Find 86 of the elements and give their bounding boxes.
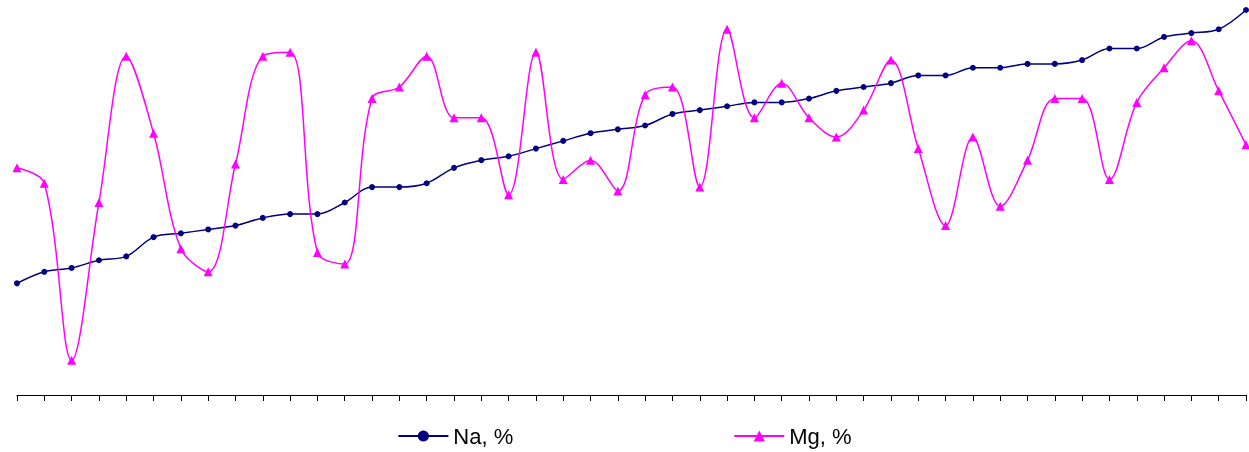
point	[532, 145, 539, 152]
legend-label: Na, %	[453, 423, 514, 449]
point	[969, 64, 976, 71]
point	[886, 55, 896, 65]
point	[12, 163, 22, 173]
point	[560, 137, 567, 144]
point	[340, 259, 350, 269]
point	[915, 72, 922, 79]
point	[1023, 155, 1033, 165]
point	[423, 180, 430, 187]
point	[41, 268, 48, 275]
point	[997, 64, 1004, 71]
point	[586, 155, 596, 165]
point	[669, 110, 676, 117]
point	[778, 99, 785, 106]
point	[941, 221, 951, 231]
point	[14, 280, 20, 287]
point	[478, 157, 485, 164]
legend-label: Mg, %	[789, 423, 852, 449]
point	[831, 132, 841, 142]
point	[176, 244, 186, 254]
point	[806, 95, 813, 102]
point	[1215, 26, 1222, 33]
point	[285, 47, 295, 57]
point	[205, 226, 212, 233]
point	[995, 201, 1005, 211]
point	[667, 82, 677, 92]
point	[1241, 140, 1249, 150]
point	[450, 164, 457, 171]
point	[587, 130, 594, 137]
point	[804, 113, 814, 123]
point	[258, 51, 268, 61]
point	[1051, 60, 1058, 67]
point	[504, 190, 514, 200]
point	[121, 51, 131, 61]
point	[396, 184, 403, 191]
point	[1188, 30, 1195, 37]
point	[1106, 45, 1113, 52]
point	[777, 78, 787, 88]
point	[696, 107, 703, 114]
point	[1104, 174, 1114, 184]
point	[287, 211, 294, 218]
point	[833, 87, 840, 94]
point	[422, 51, 432, 61]
point	[558, 174, 568, 184]
point	[1133, 45, 1140, 52]
point	[123, 253, 130, 260]
point	[695, 182, 705, 192]
point	[177, 230, 184, 237]
point	[505, 153, 512, 160]
point	[968, 132, 978, 142]
point	[640, 90, 650, 100]
point	[150, 234, 157, 241]
point	[531, 47, 541, 57]
point	[149, 128, 159, 138]
point	[1024, 60, 1031, 67]
point	[751, 99, 758, 106]
point	[230, 159, 240, 169]
point	[1243, 7, 1249, 13]
point	[39, 178, 49, 188]
point	[312, 248, 322, 258]
point	[1132, 97, 1142, 107]
point	[95, 257, 102, 264]
point	[1050, 94, 1060, 104]
point	[394, 82, 404, 92]
point	[369, 184, 376, 191]
point	[259, 214, 266, 221]
point	[942, 72, 949, 79]
point	[722, 24, 732, 34]
point	[94, 198, 104, 207]
point	[642, 122, 649, 129]
point	[1161, 33, 1168, 40]
point	[1159, 63, 1169, 73]
point	[1077, 94, 1087, 104]
point	[724, 103, 731, 110]
point	[67, 355, 77, 365]
point	[367, 94, 377, 104]
point	[859, 105, 869, 115]
point	[614, 126, 621, 133]
point	[449, 113, 459, 123]
point	[860, 84, 867, 90]
point	[314, 211, 321, 218]
point	[1079, 57, 1086, 64]
point	[887, 80, 894, 87]
point	[232, 222, 239, 229]
point	[68, 264, 75, 271]
